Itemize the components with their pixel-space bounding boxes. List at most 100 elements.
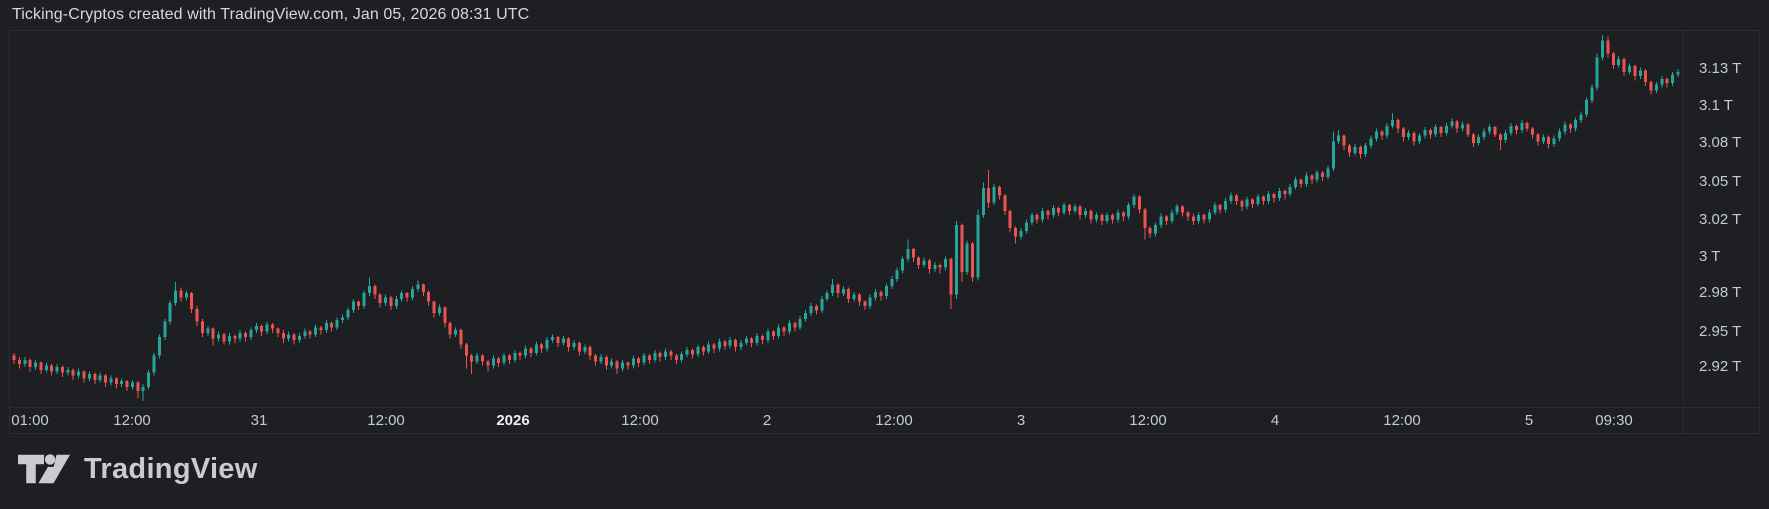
candle-up <box>362 293 366 306</box>
candle-down <box>1143 209 1147 228</box>
candle-up <box>1423 130 1427 136</box>
time-axis-label: 12:00 <box>113 412 151 429</box>
candle-up <box>933 264 937 270</box>
candle-down <box>911 249 915 258</box>
candle-down <box>529 348 533 353</box>
candle-down <box>594 355 598 362</box>
candle-down <box>938 264 942 268</box>
time-axis-separator <box>9 407 1760 408</box>
candle-up <box>766 331 770 340</box>
candle-up <box>98 375 102 380</box>
candle-up <box>297 335 301 341</box>
candle-up <box>1418 135 1421 142</box>
candle-up <box>583 347 587 352</box>
candle-up <box>184 293 188 298</box>
candle-down <box>389 297 393 306</box>
candle-down <box>195 308 199 322</box>
price-axis-label: 3 T <box>1699 248 1721 265</box>
time-axis-label: 2 <box>762 412 772 429</box>
time-axis-year-label: 2026 <box>496 412 530 429</box>
candle-down <box>1121 212 1125 217</box>
candle-up <box>324 323 328 331</box>
candle-up <box>1062 205 1066 213</box>
candle-down <box>998 186 1001 196</box>
price-axis-separator <box>1683 30 1684 434</box>
candle-up <box>1041 210 1044 220</box>
candle-up <box>1541 137 1545 142</box>
candle-down <box>308 331 312 335</box>
candle-down <box>701 347 705 352</box>
candle-up <box>599 357 603 362</box>
price-axis-label: 3.05 T <box>1699 173 1742 190</box>
candle-down <box>61 367 64 373</box>
candle-down <box>1100 215 1104 221</box>
candle-up <box>287 334 291 339</box>
time-axis-label: 09:30 <box>1595 412 1633 429</box>
candle-down <box>1321 172 1325 177</box>
candle-down <box>637 358 641 363</box>
candle-down <box>1008 210 1012 228</box>
candle-up <box>944 259 948 268</box>
candle-down <box>271 324 274 329</box>
candle-up <box>66 369 70 373</box>
candle-up <box>411 289 414 298</box>
candle-up <box>1304 175 1308 184</box>
candle-down <box>190 293 194 309</box>
time-axis-label: 01:00 <box>11 412 49 429</box>
candle-up <box>1590 87 1594 101</box>
candle-down <box>1471 134 1475 143</box>
candle-down <box>244 332 248 338</box>
candle-up <box>384 297 388 304</box>
candle-down <box>93 374 97 380</box>
candle-down <box>114 378 118 385</box>
candle-up <box>831 284 834 294</box>
candle-down <box>793 323 797 328</box>
candle-down <box>712 344 716 349</box>
candle-down <box>1493 127 1497 135</box>
time-axis-label: 12:00 <box>1129 412 1167 429</box>
candle-up <box>1326 168 1330 177</box>
candle-up <box>551 337 554 340</box>
candle-up <box>1105 215 1109 221</box>
candle-up <box>901 259 904 271</box>
candle-down <box>507 355 511 360</box>
candle-down <box>378 294 382 304</box>
candle-up <box>1256 196 1260 204</box>
candle-down <box>1240 201 1244 207</box>
candle-up <box>1617 59 1621 65</box>
candle-down <box>330 323 334 328</box>
candle-down <box>669 351 673 356</box>
candle-up <box>906 249 910 260</box>
candle-up <box>777 327 781 336</box>
candle-up <box>965 243 969 272</box>
candle-down <box>1089 210 1093 220</box>
candle-up <box>1654 84 1658 91</box>
candle-up <box>642 355 646 363</box>
candle-down <box>626 362 630 366</box>
candle-up <box>1482 131 1486 138</box>
candle-down <box>421 284 425 292</box>
candle-up <box>87 374 91 379</box>
candle-down <box>459 330 463 345</box>
candle-up <box>131 382 134 387</box>
candle-down <box>1412 132 1416 142</box>
candle-up <box>1154 225 1158 234</box>
candle-up <box>34 362 37 367</box>
tradingview-logo: TradingView <box>18 452 258 486</box>
candle-down <box>577 342 581 352</box>
candle-up <box>1353 147 1357 153</box>
candle-down <box>319 327 323 331</box>
candle-down <box>1078 206 1082 216</box>
candle-down <box>1606 40 1610 54</box>
candle-up <box>820 298 824 311</box>
candle-down <box>1186 212 1190 217</box>
candle-up <box>206 328 210 333</box>
candle-down <box>1138 196 1141 210</box>
candle-down <box>1536 134 1540 142</box>
candle-down <box>761 335 764 341</box>
candle-up <box>1073 206 1077 211</box>
candle-down <box>1046 210 1050 216</box>
candle-up <box>1175 206 1179 213</box>
candle-up <box>728 340 732 346</box>
